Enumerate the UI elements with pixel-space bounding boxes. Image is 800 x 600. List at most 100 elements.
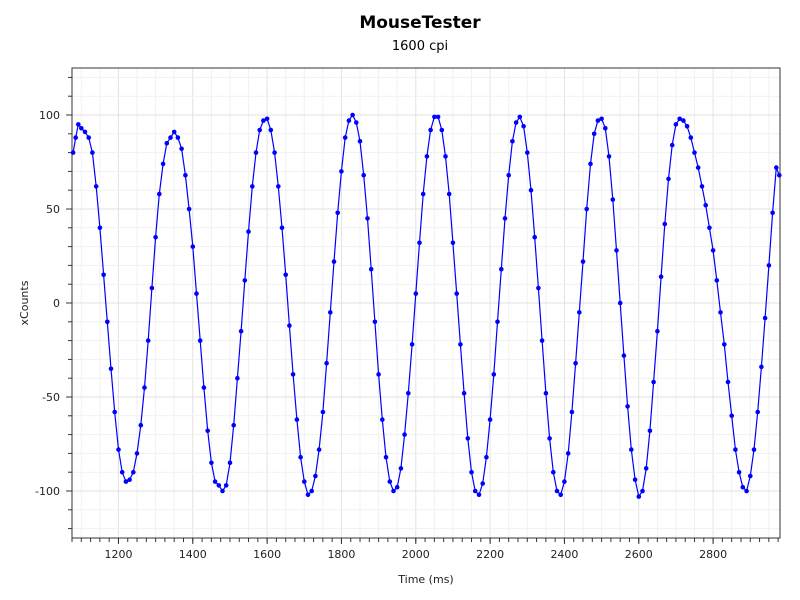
y-tick-label: -100 bbox=[35, 485, 60, 498]
data-point bbox=[562, 479, 567, 484]
data-point bbox=[428, 127, 433, 133]
data-point bbox=[748, 473, 753, 479]
data-point bbox=[276, 184, 281, 189]
data-point bbox=[253, 150, 259, 155]
data-point bbox=[342, 135, 348, 140]
data-point bbox=[157, 191, 162, 197]
data-point bbox=[268, 127, 274, 133]
data-point bbox=[450, 240, 456, 246]
data-point bbox=[432, 114, 437, 120]
data-point bbox=[160, 161, 166, 167]
data-point bbox=[777, 172, 782, 178]
x-tick-label: 1400 bbox=[179, 548, 207, 561]
data-point bbox=[495, 319, 500, 325]
data-point bbox=[525, 150, 530, 155]
data-point bbox=[740, 484, 746, 490]
data-point bbox=[755, 409, 760, 415]
data-point bbox=[391, 488, 396, 494]
data-point bbox=[331, 259, 337, 264]
data-point bbox=[105, 319, 110, 325]
chart-subtitle: 1600 cpi bbox=[392, 39, 448, 54]
data-point bbox=[595, 118, 601, 123]
data-point bbox=[335, 210, 341, 216]
data-point bbox=[517, 114, 523, 120]
grid bbox=[72, 68, 780, 538]
data-point bbox=[677, 116, 682, 122]
data-point bbox=[710, 248, 716, 253]
data-point bbox=[138, 422, 144, 428]
data-point bbox=[346, 118, 352, 123]
data-point bbox=[101, 272, 106, 278]
data-point bbox=[640, 488, 645, 494]
data-point bbox=[279, 225, 285, 231]
data-point bbox=[729, 413, 734, 419]
data-point bbox=[614, 248, 619, 253]
data-point bbox=[309, 488, 315, 494]
data-point bbox=[770, 210, 775, 216]
data-point bbox=[718, 310, 723, 315]
data-point bbox=[625, 404, 630, 409]
data-point bbox=[250, 184, 255, 189]
x-tick-label: 2000 bbox=[402, 548, 430, 561]
data-point bbox=[446, 191, 452, 197]
data-point bbox=[521, 124, 526, 129]
data-point bbox=[480, 481, 486, 486]
data-point bbox=[290, 372, 296, 377]
data-point bbox=[759, 364, 764, 370]
data-point bbox=[692, 150, 697, 155]
data-point bbox=[372, 319, 378, 325]
data-point bbox=[324, 360, 329, 366]
data-point bbox=[86, 135, 91, 140]
y-tick-label: 100 bbox=[39, 109, 60, 122]
data-point bbox=[409, 342, 415, 347]
data-point bbox=[123, 479, 129, 484]
data-point bbox=[662, 221, 668, 227]
data-point bbox=[183, 172, 188, 178]
axis-ticks: 1200 1400 1600 1800 2000 2200 2400 2600 2800 100 5… bbox=[35, 76, 779, 561]
data-point bbox=[231, 422, 236, 428]
data-point bbox=[108, 366, 114, 372]
data-point bbox=[90, 150, 95, 155]
data-point bbox=[168, 135, 173, 140]
data-point bbox=[513, 120, 519, 125]
x-tick-label: 1200 bbox=[104, 548, 132, 561]
data-point bbox=[70, 150, 76, 155]
data-point bbox=[603, 125, 608, 131]
data-point bbox=[257, 127, 263, 133]
x-tick-label: 2800 bbox=[699, 548, 727, 561]
data-point bbox=[435, 114, 441, 120]
data-point bbox=[573, 360, 578, 366]
data-point bbox=[402, 432, 407, 437]
data-point bbox=[424, 154, 430, 159]
x-tick-label: 2200 bbox=[476, 548, 504, 561]
data-point bbox=[539, 338, 545, 343]
data-point bbox=[417, 240, 422, 246]
data-point bbox=[588, 161, 593, 167]
data-point bbox=[261, 118, 266, 123]
y-axis-label: xCounts bbox=[18, 280, 31, 325]
data-point bbox=[368, 266, 374, 272]
data-point bbox=[361, 172, 367, 178]
data-point bbox=[179, 146, 184, 152]
data-point bbox=[458, 342, 463, 347]
data-point bbox=[316, 447, 322, 452]
data-point bbox=[235, 375, 240, 381]
data-point bbox=[774, 165, 779, 170]
x-tick-label: 2600 bbox=[625, 548, 653, 561]
data-point bbox=[82, 129, 88, 135]
data-point bbox=[216, 483, 222, 488]
data-point bbox=[577, 310, 582, 315]
data-point bbox=[528, 187, 534, 193]
x-tick-label: 2400 bbox=[550, 548, 578, 561]
data-point bbox=[294, 417, 300, 422]
data-point bbox=[461, 390, 467, 396]
data-point bbox=[190, 244, 196, 249]
data-point bbox=[681, 118, 686, 123]
data-point bbox=[149, 285, 155, 291]
data-point bbox=[506, 172, 512, 178]
data-point bbox=[153, 234, 158, 240]
data-point bbox=[736, 469, 742, 475]
data-point bbox=[79, 125, 84, 131]
series-line-group bbox=[72, 113, 780, 499]
data-point bbox=[112, 409, 117, 415]
